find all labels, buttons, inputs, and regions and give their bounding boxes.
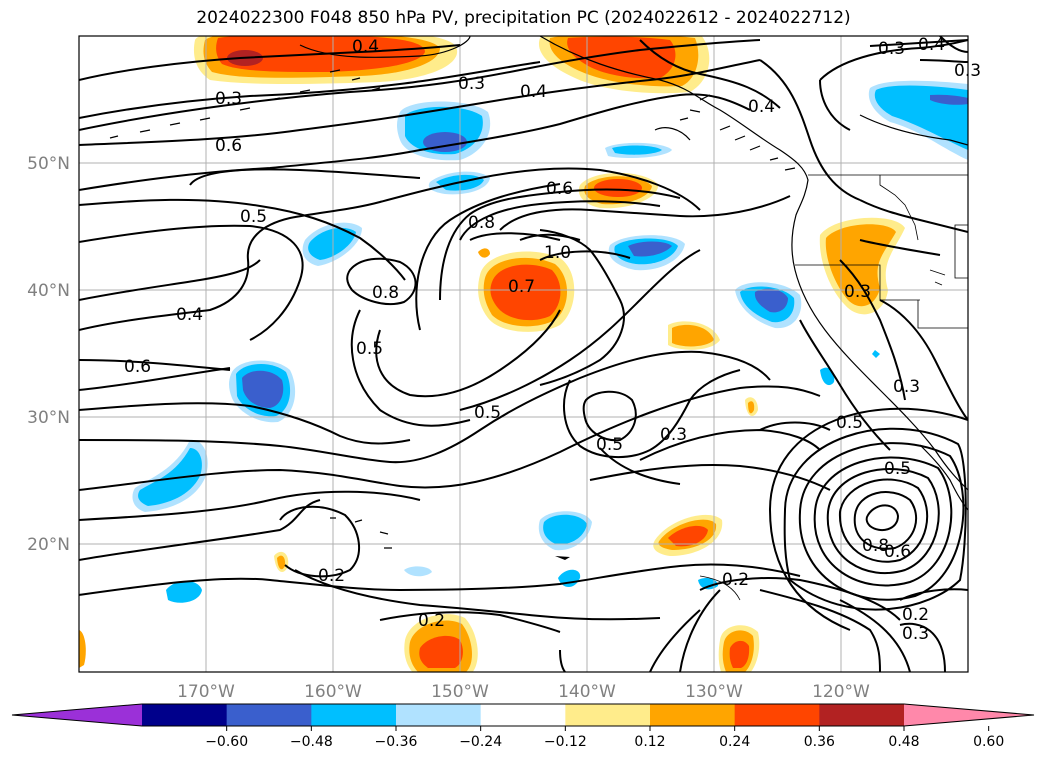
colorbar-swatch [226,704,312,726]
colorbar-tick-label: −0.12 [544,734,587,750]
contour-label: 0.3 [902,624,929,644]
contour-label: 0.4 [352,37,379,57]
contour-label: 0.2 [318,566,345,586]
latitude-labels: 50°N 40°N 30°N 20°N [27,154,70,555]
contour-label: 0.5 [356,339,383,359]
coastlines [109,36,968,549]
contour-label: 0.2 [418,611,445,631]
contour-label: 0.8 [372,283,399,303]
colorbar-swatch [650,704,736,726]
contour-labels: 0.4 0.3 0.3 0.4 0.4 0.3 0.4 0.3 0.6 0.6 … [124,35,981,644]
lon-label: 140°W [558,682,616,702]
contour-label: 0.5 [474,403,501,423]
lon-label: 130°W [685,682,743,702]
contour-label: 1.0 [544,243,571,263]
contour-label: 0.2 [722,570,749,590]
precip-positive-central [478,251,575,332]
contour-label: 0.3 [878,39,905,59]
colorbar-tick-label: 0.24 [719,734,750,750]
contour-label: 0.5 [836,413,863,433]
lat-label: 30°N [27,408,70,428]
contour-label: 0.3 [215,89,242,109]
contour-label: 0.8 [862,536,889,556]
contour-label: 0.7 [508,277,535,297]
contour-label: 0.4 [748,97,775,117]
lat-label: 50°N [27,154,70,174]
map-frame [78,35,969,673]
colorbar-extend-high [904,704,1034,726]
contour-label: 0.3 [893,377,920,397]
colorbar-swatch [396,704,482,726]
map-title: 2024022300 F048 850 hPa PV, precipitatio… [196,8,851,28]
colorbar-tick-label: −0.48 [290,734,333,750]
colorbar-tick-label: 0.36 [804,734,835,750]
colorbar-tick-label: −0.24 [459,734,502,750]
colorbar-tick-label: −0.36 [375,734,418,750]
contour-label: 0.4 [176,305,203,325]
contour-label: 0.3 [844,282,871,302]
colorbar-swatch [480,704,566,726]
colorbar-tick-label: 0.12 [634,734,665,750]
contour-label: 0.3 [458,74,485,94]
contour-label: 0.6 [546,179,573,199]
contour-label: 0.5 [240,207,267,227]
pv-contours [79,36,968,672]
precip-positive-south [404,614,478,672]
contour-label: 0.6 [215,136,242,156]
borders [795,174,968,329]
lat-label: 40°N [27,281,70,301]
colorbar-tick-label: 0.48 [888,734,919,750]
colorbar-swatch [142,704,228,726]
contour-label: 0.4 [918,35,945,55]
lon-label: 150°W [431,682,489,702]
colorbar-outline [11,703,1035,727]
contour-label: 0.6 [884,542,911,562]
colorbar-swatch [819,704,905,726]
lon-label: 160°W [304,682,362,702]
colorbar-tick-label: −0.60 [205,734,248,750]
colorbar-extend-low [12,704,142,726]
colorbar-swatch [311,704,397,726]
contour-label: 0.8 [468,213,495,233]
lat-label: 20°N [27,535,70,555]
longitude-labels: 170°W 160°W 150°W 140°W 130°W 120°W [177,682,870,702]
colorbar-swatch [734,704,820,726]
precip-negative-northeast [868,80,968,160]
lon-label: 120°W [812,682,870,702]
contour-label: 0.5 [884,459,911,479]
precip-negative-32n [229,360,296,423]
plot-area: 0.4 0.3 0.3 0.4 0.4 0.3 0.4 0.3 0.6 0.6 … [78,35,981,673]
precip-positive-nw [193,36,457,84]
contour-label: 0.5 [596,435,623,455]
contour-label: 0.3 [660,425,687,445]
contour-label: 0.2 [902,605,929,625]
lon-label: 170°W [177,682,235,702]
colorbar: −0.60 −0.48 −0.36 −0.24 −0.12 0.12 0.24 0.36 0.4… [11,703,1035,750]
contour-label: 0.6 [124,357,151,377]
contour-label: 0.4 [520,82,547,102]
colorbar-swatch [565,704,651,726]
colorbar-tick-label: 0.60 [973,734,1004,750]
